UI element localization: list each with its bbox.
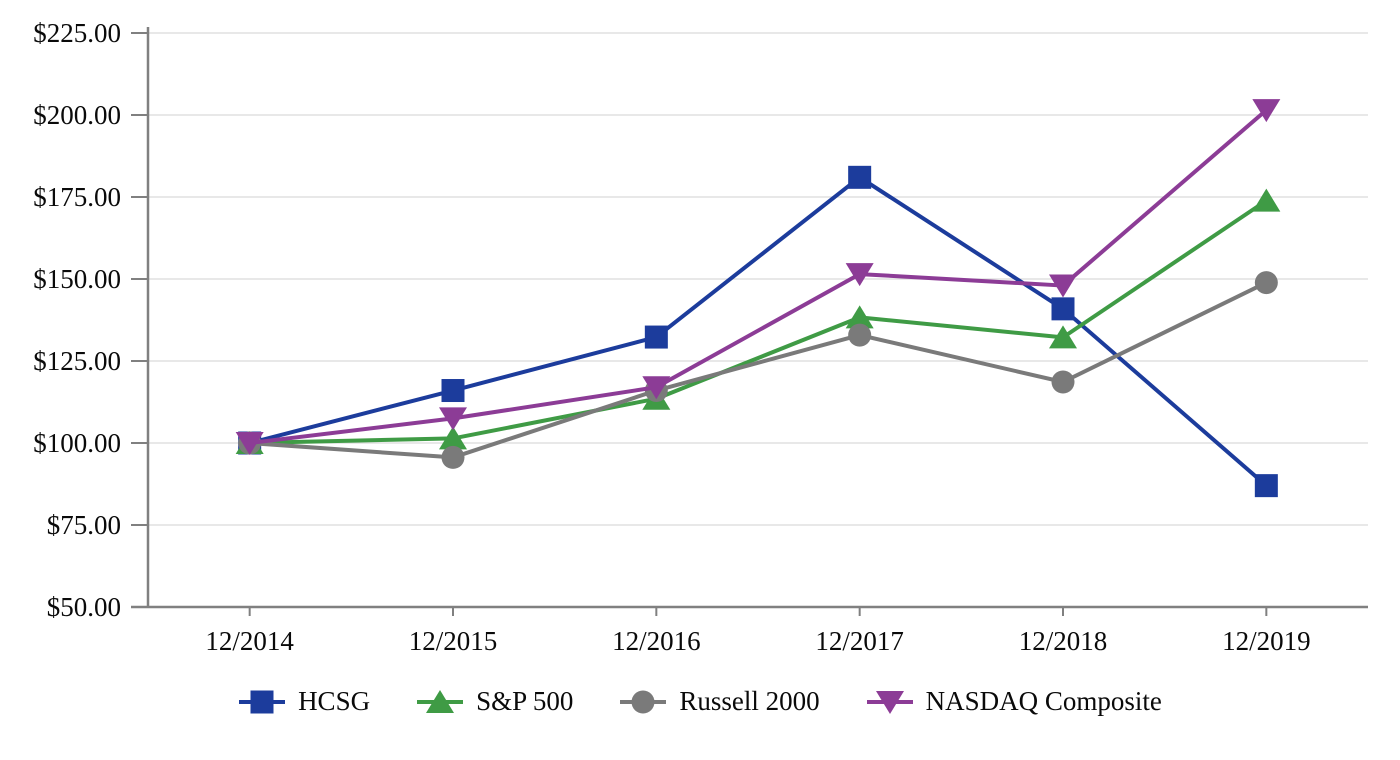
russell-2000-data-point-12-2015 (441, 445, 465, 469)
legend-item-hcsg: HCSG (238, 686, 370, 717)
x-axis-label-12-2018: 12/2018 (1019, 626, 1108, 656)
x-axis-label-12-2015: 12/2015 (409, 626, 498, 656)
s-p-500-data-point-12-2015 (439, 426, 467, 450)
hcsg-square-marker-icon (239, 690, 286, 713)
legend-label-nasdaq-composite: NASDAQ Composite (925, 686, 1162, 716)
legend-item-russell-2000: Russell 2000 (619, 686, 820, 717)
x-axis-label-12-2019: 12/2019 (1222, 626, 1311, 656)
x-axis-label-12-2016: 12/2016 (612, 626, 701, 656)
s-p-500-legend-glyph (426, 689, 455, 713)
line-chart-plot: $50.00 $75.00 $100.00 $125.00 $150.00 $175.00… (33, 18, 1368, 656)
hcsg-legend-glyph (250, 690, 274, 713)
nasdaq-composite-data-point-12-2014 (235, 432, 264, 455)
russell-2000-circle-marker-icon (620, 690, 667, 713)
hcsg-data-point-12-2017 (848, 165, 872, 189)
s-p-500-data-point-12-2017 (845, 305, 874, 329)
nasdaq-composite-data-point-12-2019 (1252, 99, 1281, 123)
chart-legend: HCSG S&P 500 Russell 2000 NASDAQ Composi… (0, 686, 1400, 717)
russell-2000-data-point-12-2017 (848, 323, 872, 347)
hcsg-data-point-12-2018 (1051, 297, 1075, 321)
y-axis-label-100: $100.00 (33, 428, 121, 458)
russell-2000-legend-glyph (631, 690, 655, 713)
y-axis-label-150: $150.00 (33, 264, 121, 294)
s-p-500-data-point-12-2018 (1049, 325, 1077, 349)
nasdaq-composite-data-point-12-2016 (642, 376, 671, 400)
y-axis-label-225: $225.00 (33, 18, 121, 48)
legend-label-russell-2000: Russell 2000 (679, 686, 820, 716)
y-axis-label-200: $200.00 (33, 100, 121, 130)
y-axis-label-125: $125.00 (33, 346, 121, 376)
s-p-500-data-point-12-2019 (1252, 188, 1281, 212)
series-line-nasdaq-composite (249, 108, 1268, 445)
series-line-russell-2000 (249, 280, 1268, 460)
nasdaq-composite-data-point-12-2015 (439, 407, 467, 431)
nasdaq-composite-data-point-12-2017 (845, 263, 874, 287)
legend-label-hcsg: HCSG (298, 686, 371, 716)
series-line-s-p-500 (249, 198, 1268, 445)
legend-item-nasdaq-composite: NASDAQ Composite (866, 686, 1162, 717)
russell-2000-data-point-12-2019 (1254, 271, 1278, 295)
hcsg-data-point-12-2016 (644, 325, 668, 349)
russell-2000-data-point-12-2018 (1051, 370, 1075, 394)
nasdaq-composite-triangle-down-marker-icon (866, 690, 913, 714)
legend-item-sp500: S&P 500 (416, 686, 573, 717)
series-line-hcsg (249, 175, 1268, 488)
hcsg-data-point-12-2019 (1254, 474, 1278, 498)
nasdaq-composite-data-point-12-2018 (1049, 274, 1077, 298)
y-axis-label-175: $175.00 (33, 182, 121, 212)
y-axis-label-75: $75.00 (47, 510, 121, 540)
legend-label-sp500: S&P 500 (476, 686, 574, 716)
sp500-triangle-up-marker-icon (417, 689, 464, 713)
hcsg-data-point-12-2015 (441, 379, 465, 403)
x-axis-label-12-2017: 12/2017 (815, 626, 904, 656)
y-axis-label-50: $50.00 (47, 592, 121, 622)
x-axis-label-12-2014: 12/2014 (205, 626, 294, 656)
nasdaq-composite-legend-glyph (875, 690, 904, 714)
